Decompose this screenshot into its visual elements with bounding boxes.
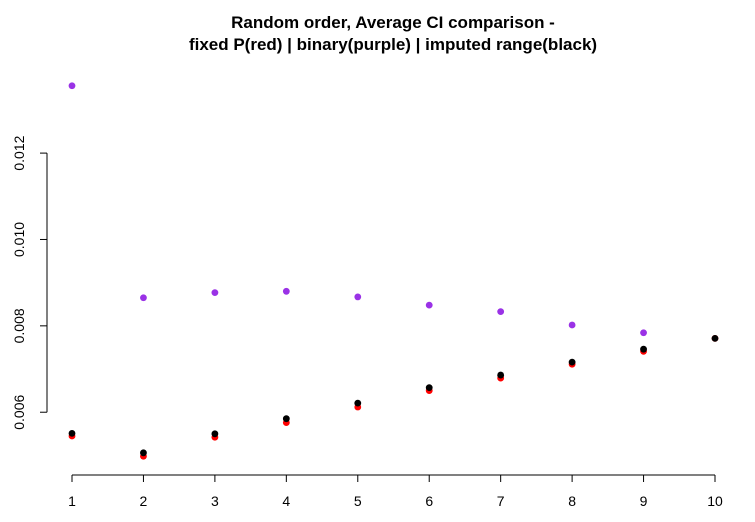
x-tick-label: 7	[497, 493, 505, 509]
x-tick-label: 3	[211, 493, 219, 509]
series-1	[68, 334, 719, 460]
chart-title: Random order, Average CI comparison -	[231, 13, 555, 32]
x-tick-label: 5	[354, 493, 362, 509]
data-point	[568, 358, 576, 366]
data-point	[640, 345, 647, 353]
x-tick-label: 9	[640, 493, 648, 509]
data-point	[68, 82, 76, 90]
x-tick-label: 6	[425, 493, 433, 509]
data-point	[354, 399, 362, 407]
data-point	[282, 287, 290, 295]
y-tick-label: 0.008	[11, 308, 27, 343]
data-point	[568, 321, 576, 329]
x-tick-label: 2	[140, 493, 148, 509]
data-point	[68, 429, 76, 437]
chart-subtitle: fixed P(red) | binary(purple) | imputed …	[189, 35, 597, 54]
data-point	[140, 294, 147, 302]
data-point	[140, 449, 147, 457]
data-point	[425, 301, 433, 309]
x-tick-label: 4	[282, 493, 290, 509]
data-point	[640, 329, 647, 337]
data-point	[211, 430, 219, 438]
y-tick-label: 0.010	[11, 222, 27, 257]
series-2	[68, 334, 719, 457]
data-point	[425, 384, 433, 392]
y-tick-label: 0.012	[11, 135, 27, 170]
x-tick-label: 1	[68, 493, 76, 509]
data-point	[497, 308, 505, 315]
data-point	[354, 293, 362, 301]
x-tick-label: 10	[707, 493, 723, 509]
y-tick-label: 0.006	[11, 394, 27, 429]
data-points	[68, 82, 719, 460]
data-point	[711, 334, 719, 342]
x-tick-label: 8	[568, 493, 576, 509]
data-point	[282, 415, 290, 423]
axes: 1 2 3 4 5 6 7 8 9 10 0.006 0.008 0.010 0.012	[11, 135, 723, 509]
data-point	[211, 289, 219, 296]
series-0	[68, 82, 647, 337]
data-point	[497, 371, 505, 379]
